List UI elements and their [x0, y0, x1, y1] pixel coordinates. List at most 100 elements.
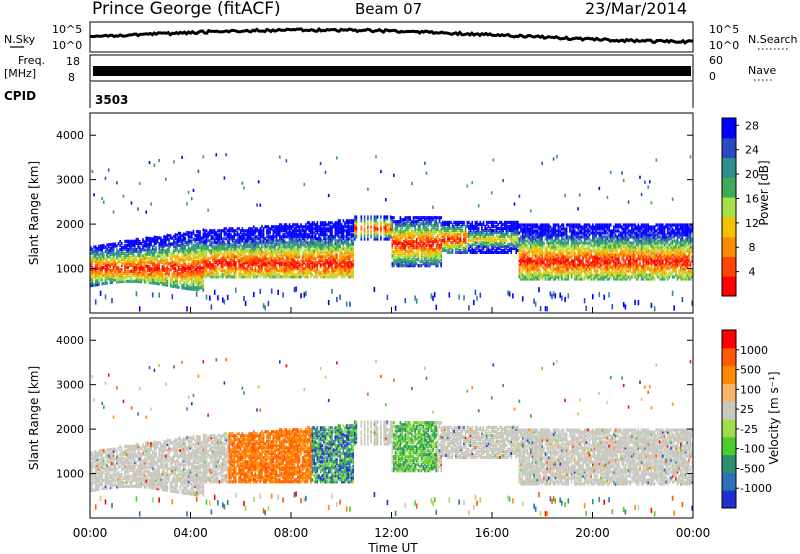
power-cell	[121, 268, 123, 271]
power-cell	[219, 229, 221, 232]
power-cell	[98, 253, 100, 256]
power-cell	[235, 288, 237, 293]
power-cell	[304, 225, 306, 228]
power-cell	[352, 219, 354, 222]
power-cell	[440, 222, 442, 225]
power-cell	[123, 276, 125, 279]
power-cell	[491, 221, 493, 224]
power-cell	[413, 230, 415, 233]
power-cell	[339, 235, 341, 238]
power-cell	[93, 260, 95, 263]
power-cell	[317, 275, 319, 278]
power-cell	[243, 255, 245, 258]
power-cell	[160, 237, 162, 240]
power-cell	[408, 224, 410, 227]
power-cell	[173, 271, 175, 274]
power-cell	[333, 255, 335, 258]
power-cell	[449, 221, 451, 224]
power-cell	[507, 221, 509, 224]
power-cell	[304, 183, 306, 186]
power-cell	[499, 235, 501, 238]
power-cell	[431, 228, 433, 231]
power-cell	[519, 259, 521, 262]
power-cell	[409, 240, 411, 243]
power-cell	[220, 269, 222, 272]
power-cell	[305, 223, 307, 226]
power-cell	[476, 221, 478, 224]
power-cell	[528, 223, 530, 226]
power-cell	[193, 280, 195, 283]
power-cell	[424, 262, 426, 265]
nave-tick-bottom: 0	[709, 70, 716, 83]
power-cell	[458, 294, 460, 299]
power-cell	[524, 275, 526, 278]
power-cell	[181, 238, 183, 241]
power-cell	[494, 237, 496, 240]
power-cell	[277, 239, 279, 242]
power-cell	[509, 235, 511, 238]
power-cell	[414, 220, 416, 223]
power-cell	[434, 248, 436, 251]
power-cell	[310, 265, 312, 268]
power-cell	[352, 239, 354, 242]
power-cell	[224, 176, 226, 179]
power-cell	[191, 197, 193, 200]
power-cell	[489, 249, 491, 252]
power-cell	[545, 253, 547, 256]
power-cell	[519, 237, 521, 240]
power-cell	[141, 254, 143, 257]
power-cell	[351, 233, 353, 236]
power-cell	[429, 244, 431, 247]
power-cell	[509, 221, 511, 224]
power-cell	[478, 227, 480, 230]
power-cell	[499, 221, 501, 224]
power-cell	[253, 229, 255, 232]
power-cell	[266, 253, 268, 256]
power-cell	[131, 201, 133, 204]
power-cell	[147, 261, 149, 264]
power-cell	[186, 231, 188, 234]
power-cell	[330, 259, 332, 262]
power-cell	[532, 223, 534, 226]
power-cell	[305, 245, 307, 248]
power-cell	[230, 227, 232, 230]
power-cell	[256, 203, 258, 206]
power-cell	[163, 273, 165, 276]
power-cell	[409, 222, 411, 225]
power-cell	[457, 251, 459, 254]
power-cell	[403, 252, 405, 255]
power-cell	[517, 249, 519, 252]
power-cell	[299, 261, 301, 264]
power-cell	[418, 264, 420, 267]
power-cell	[281, 275, 283, 278]
power-cell	[449, 292, 451, 297]
power-cell	[128, 270, 130, 273]
power-cell	[432, 206, 434, 209]
power-cell	[149, 237, 151, 240]
power-cell	[323, 259, 325, 262]
power-cell	[530, 257, 532, 260]
power-cell	[163, 249, 165, 252]
power-cell	[385, 215, 387, 218]
power-cell	[93, 284, 95, 287]
power-cell	[168, 238, 170, 241]
power-cell	[113, 211, 115, 214]
power-cell	[387, 295, 389, 300]
power-cell	[406, 250, 408, 253]
power-cell	[299, 249, 301, 252]
power-cell	[157, 276, 159, 279]
power-cell	[124, 280, 126, 283]
power-cell	[305, 253, 307, 256]
power-cell	[114, 268, 116, 271]
power-cell	[537, 223, 539, 226]
power-cell	[256, 241, 258, 244]
power-cell	[511, 247, 513, 250]
power-cell	[434, 238, 436, 241]
power-cell	[297, 265, 299, 268]
power-cell	[260, 247, 262, 250]
power-cell	[220, 229, 222, 232]
power-cell	[344, 221, 346, 224]
cpid-value: 3503	[95, 93, 128, 107]
power-cell	[185, 281, 187, 284]
power-cell	[181, 234, 183, 237]
